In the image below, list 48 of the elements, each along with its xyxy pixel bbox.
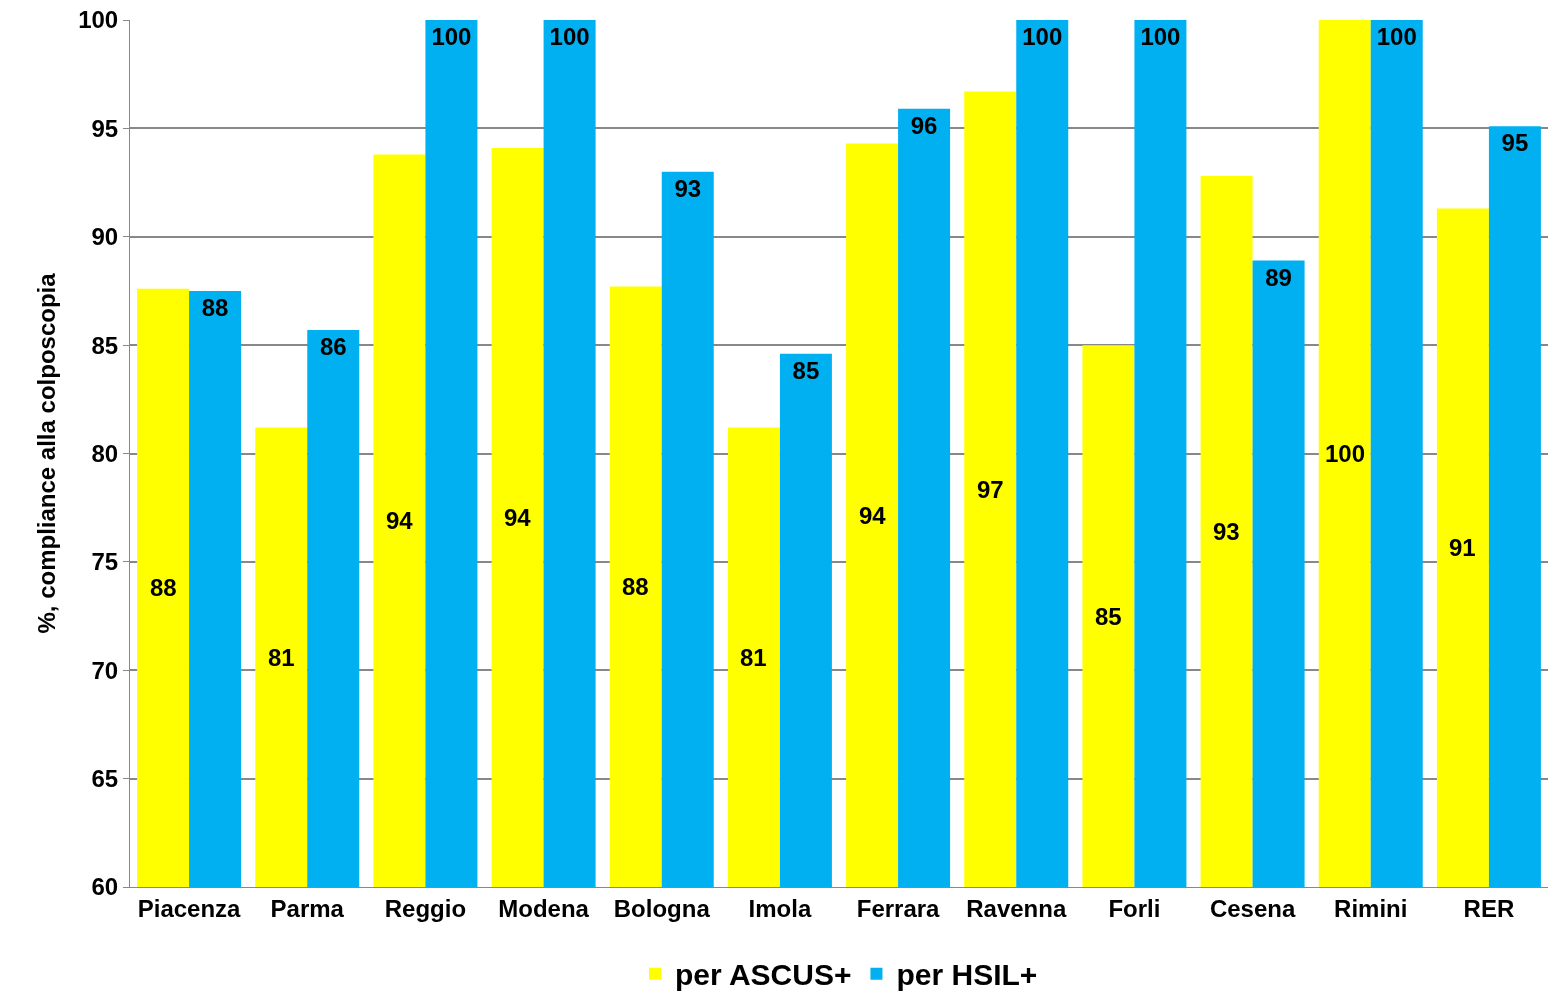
x-tick-label: Parma <box>270 894 345 922</box>
data-label: 93 <box>1213 518 1240 545</box>
y-tick-label: 100 <box>78 6 119 34</box>
data-label: 85 <box>1095 603 1122 630</box>
data-label: 100 <box>1022 23 1063 50</box>
y-tick-label: 80 <box>91 439 119 467</box>
y-axis-title: %, compliance alla colposcopia <box>33 272 61 634</box>
x-tick-label: Piacenza <box>137 894 242 922</box>
data-label: 100 <box>549 23 590 50</box>
data-label: 100 <box>431 23 472 50</box>
y-tick-label: 70 <box>91 656 119 684</box>
x-tick-label: Forli <box>1108 894 1161 922</box>
x-tick-label: Modena <box>498 894 590 922</box>
data-label: 100 <box>1376 23 1417 50</box>
data-label: 81 <box>740 644 767 671</box>
data-label: 88 <box>150 574 177 601</box>
x-tick-label: Imola <box>748 894 812 922</box>
data-label: 94 <box>504 504 532 531</box>
data-label: 89 <box>1265 263 1292 291</box>
legend-label: per HSIL+ <box>896 958 1038 992</box>
data-label: 88 <box>622 573 649 600</box>
data-label: 85 <box>792 356 820 384</box>
y-tick-label: 95 <box>91 114 119 142</box>
legend-label: per ASCUS+ <box>675 958 852 992</box>
data-label: 95 <box>1501 129 1529 157</box>
x-tick-label: Reggio <box>384 894 467 922</box>
data-label: 94 <box>859 502 887 529</box>
y-tick-label: 65 <box>91 765 119 793</box>
x-tick-label: Ferrara <box>856 894 941 922</box>
data-label: 93 <box>674 174 702 202</box>
x-tick-label: Ravenna <box>966 894 1067 922</box>
data-label: 86 <box>319 332 347 360</box>
data-label: 94 <box>386 507 414 534</box>
x-tick-label: Rimini <box>1334 894 1408 922</box>
data-label: 97 <box>977 476 1004 503</box>
data-label: 88 <box>201 293 229 321</box>
y-tick-label: 75 <box>91 548 119 576</box>
y-tick-label: 60 <box>91 873 119 901</box>
data-label: 81 <box>268 644 295 671</box>
data-label: 100 <box>1325 440 1366 467</box>
x-tick-label: RER <box>1463 894 1515 922</box>
y-tick-label: 90 <box>91 223 119 251</box>
data-label: 96 <box>910 111 938 139</box>
y-tick-label: 85 <box>91 331 119 359</box>
data-label: 91 <box>1449 534 1476 561</box>
data-label: 100 <box>1140 23 1181 50</box>
x-tick-label: Cesena <box>1209 894 1296 922</box>
x-tick-label: Bologna <box>613 894 711 922</box>
